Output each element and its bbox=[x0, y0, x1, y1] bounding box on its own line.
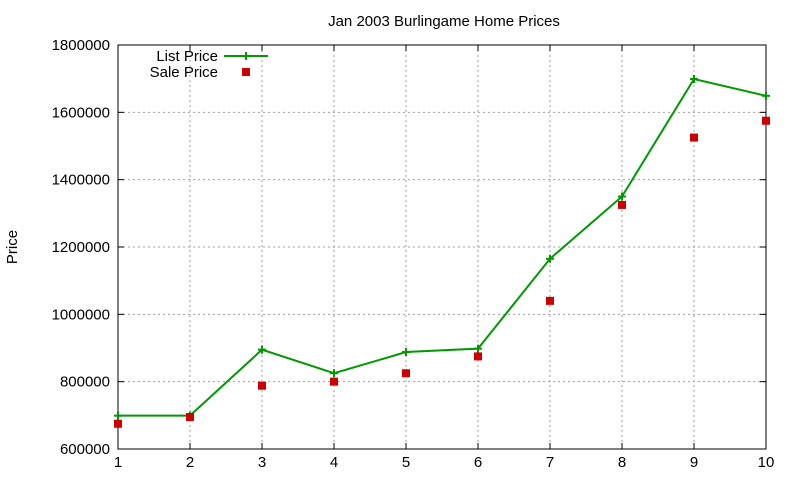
x-tick-label: 7 bbox=[546, 454, 554, 471]
series-sale-price bbox=[114, 116, 770, 428]
y-tick-label: 1600000 bbox=[52, 104, 110, 121]
legend-marker bbox=[242, 52, 250, 60]
x-tick-label: 2 bbox=[186, 454, 194, 471]
x-tick-label: 1 bbox=[114, 454, 122, 471]
x-tick-label: 3 bbox=[258, 454, 266, 471]
data-point bbox=[690, 133, 698, 142]
chart-title: Jan 2003 Burlingame Home Prices bbox=[328, 13, 560, 30]
data-point bbox=[618, 192, 626, 201]
data-point bbox=[474, 344, 482, 353]
data-point bbox=[762, 116, 770, 125]
data-point bbox=[330, 369, 338, 378]
series bbox=[114, 75, 770, 428]
data-point bbox=[402, 369, 410, 378]
y-tick-label: 1200000 bbox=[52, 239, 110, 256]
y-tick-label: 1400000 bbox=[52, 172, 110, 189]
x-tick-label: 10 bbox=[758, 454, 775, 471]
data-point bbox=[546, 254, 554, 263]
axis-ticks bbox=[117, 44, 767, 450]
x-tick-label: 6 bbox=[474, 454, 482, 471]
data-point bbox=[474, 352, 482, 361]
data-point bbox=[114, 411, 122, 420]
data-point bbox=[690, 75, 698, 84]
data-point bbox=[762, 91, 770, 100]
x-tick-label: 8 bbox=[618, 454, 626, 471]
x-tick-label: 5 bbox=[402, 454, 410, 471]
data-point bbox=[618, 200, 626, 209]
series-line bbox=[118, 77, 767, 417]
data-point bbox=[258, 345, 266, 354]
data-point bbox=[114, 419, 122, 428]
y-tick-label: 1000000 bbox=[52, 306, 110, 323]
x-tick-label: 4 bbox=[330, 454, 338, 471]
data-point bbox=[186, 413, 194, 422]
data-point bbox=[258, 381, 266, 390]
y-axis-label: Price bbox=[4, 230, 21, 264]
x-tick-label: 9 bbox=[690, 454, 698, 471]
y-tick-label: 1800000 bbox=[52, 37, 110, 54]
data-point bbox=[330, 377, 338, 386]
tick-labels: 1 2 3 4 5 6 7 8 9 10 600000 800000 1000000 1200000 140… bbox=[52, 37, 775, 471]
legend-marker bbox=[242, 68, 250, 76]
legend-label: List Price bbox=[156, 48, 218, 65]
y-tick-label: 800000 bbox=[60, 374, 110, 391]
y-tick-label: 600000 bbox=[60, 441, 110, 458]
series-list-price bbox=[114, 75, 770, 420]
data-point bbox=[402, 348, 410, 357]
grid bbox=[118, 45, 766, 449]
data-point bbox=[546, 296, 554, 305]
legend-label: Sale Price bbox=[150, 64, 218, 81]
